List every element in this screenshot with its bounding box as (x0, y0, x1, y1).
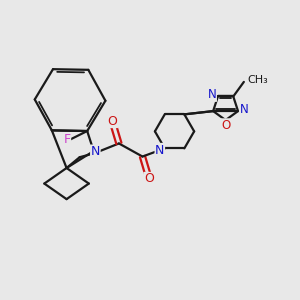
Text: O: O (107, 115, 117, 128)
Text: O: O (221, 119, 230, 132)
Text: F: F (63, 133, 70, 146)
Text: N: N (239, 103, 248, 116)
Text: N: N (208, 88, 216, 101)
Text: N: N (91, 145, 100, 158)
Text: O: O (144, 172, 154, 185)
Text: CH₃: CH₃ (247, 75, 268, 85)
Text: N: N (155, 143, 164, 157)
